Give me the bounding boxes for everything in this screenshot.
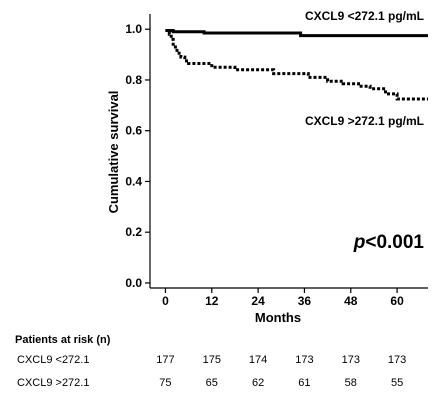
y-axis-title: Cumulative survival [106,91,121,214]
risk-cell: 62 [251,377,265,389]
axes: 0.0 0.2 0.4 0.6 0.8 1.0 0 12 24 36 48 60 [125,14,428,308]
risk-cell: 175 [202,354,221,366]
y-tick-label: 1.0 [125,22,142,36]
x-tick-label: 0 [162,294,169,308]
y-tick-label: 0.0 [125,276,142,290]
p-value: p<0.001 [353,232,425,253]
y-tick-label: 0.2 [125,225,142,239]
risk-cell: 61 [298,377,311,389]
x-tick-label: 36 [298,294,312,308]
survival-curve-low-cxcl9 [165,29,428,38]
risk-row-high-cxcl9: CXCL9 >272.1 75 65 62 61 58 55 [0,377,440,393]
risk-cell: 173 [387,354,407,366]
p-value-symbol: p [353,232,366,253]
x-tick-label: 60 [390,294,404,308]
risk-cell: 55 [390,377,404,389]
risk-cell: 173 [341,354,360,366]
series-label-low: CXCL9 >272.1 pg/mL [305,114,424,128]
risk-cell: 174 [248,354,268,366]
risk-row-low-cxcl9: CXCL9 <272.1 177 175 174 173 173 173 [0,354,440,370]
x-tick-label: 24 [251,294,265,308]
risk-cell: 173 [295,354,314,366]
km-plot: 0.0 0.2 0.4 0.6 0.8 1.0 0 12 24 36 48 60 Cumulative… [106,9,428,325]
risk-row-label: CXCL9 >272.1 [17,377,90,389]
risk-table-title: Patients at risk (n) [15,334,111,346]
risk-cell: 58 [344,377,357,389]
risk-cell: 75 [159,377,172,389]
y-tick-label: 0.8 [125,73,142,87]
x-axis-title: Months [255,310,301,325]
survival-curves [165,29,428,101]
survival-curve-high-cxcl9 [165,29,428,101]
y-tick-label: 0.4 [125,174,142,188]
x-tick-label: 48 [344,294,358,308]
x-tick-label: 12 [205,294,219,308]
p-value-number: <0.001 [365,232,424,253]
y-tick-label: 0.6 [125,124,142,138]
risk-cell: 177 [156,354,175,366]
risk-cell: 65 [205,377,218,389]
series-label-high: CXCL9 <272.1 pg/mL [305,9,424,23]
risk-row-label: CXCL9 <272.1 [17,354,90,366]
